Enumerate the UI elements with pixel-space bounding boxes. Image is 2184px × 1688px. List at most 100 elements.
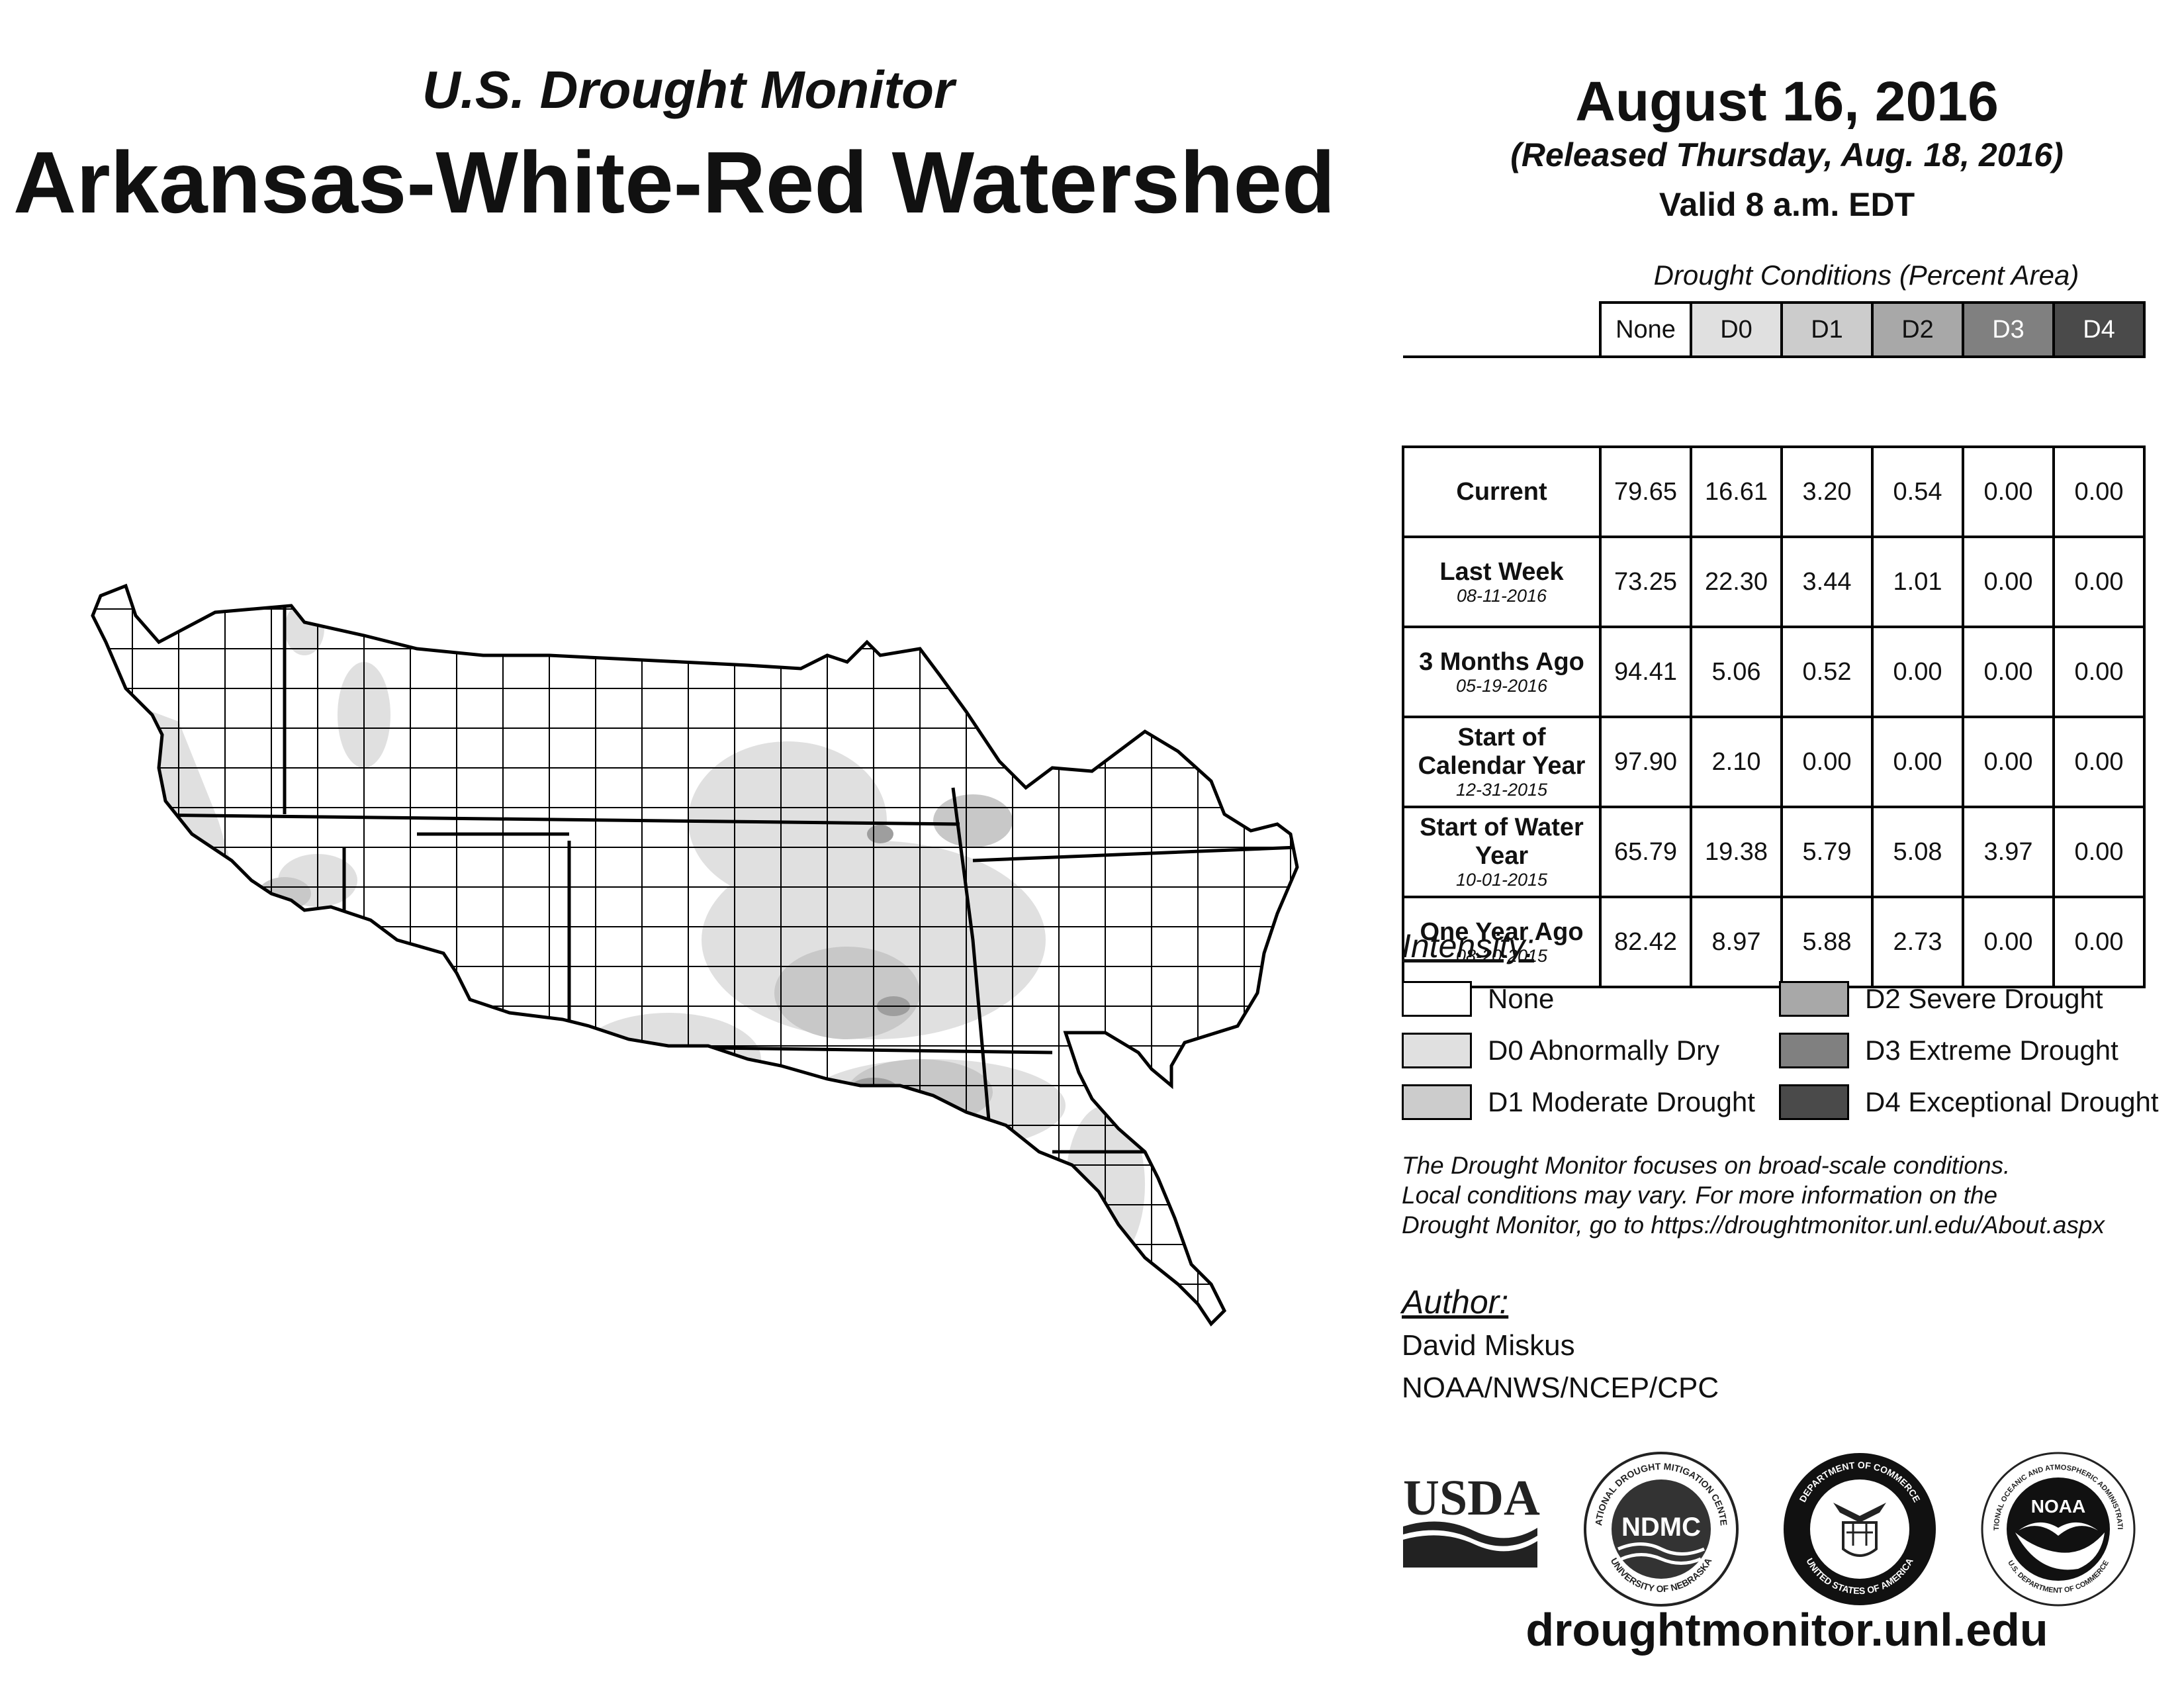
table-cell: 0.00 [2052, 716, 2146, 808]
legend-swatch [1402, 1084, 1472, 1120]
author-name: David Miskus [1402, 1329, 1575, 1362]
note-line: The Drought Monitor focuses on broad-sca… [1402, 1152, 2011, 1179]
map-date: August 16, 2016 [1575, 70, 1999, 132]
disclaimer-note: The Drought Monitor focuses on broad-sca… [1402, 1150, 2183, 1240]
legend-label: D0 Abnormally Dry [1488, 1035, 1720, 1066]
table-cell: 0.00 [1871, 716, 1964, 808]
col-header-d4: D4 [2052, 301, 2146, 358]
legend-swatch [1779, 1084, 1849, 1120]
legend-item-d4: D4 Exceptional Drought [1779, 1084, 2159, 1120]
row-label: Start of Calendar Year 12-31-2015 [1402, 716, 1602, 808]
table-cell: 3.20 [1780, 445, 1874, 538]
legend-label: D4 Exceptional Drought [1865, 1086, 2159, 1117]
table-cell: 0.54 [1871, 445, 1964, 538]
table-cell: 1.01 [1871, 536, 1964, 628]
legend-item-none: None [1402, 981, 1554, 1017]
col-header-d1: D1 [1780, 301, 1874, 358]
author-org: NOAA/NWS/NCEP/CPC [1402, 1372, 1719, 1404]
table-cell: 22.30 [1690, 536, 1783, 628]
table-cell: 0.00 [1962, 896, 2055, 988]
table-cell: 2.73 [1871, 896, 1964, 988]
ndmc-logo-text: NDMC [1621, 1513, 1701, 1542]
row-date: 10-01-2015 [1455, 870, 1548, 890]
legend-swatch [1779, 981, 1849, 1017]
table-cell: 0.00 [1871, 626, 1964, 718]
table-row-start-of-calendar-year: Start of Calendar Year 12-31-2015 97.90 2… [1402, 716, 2146, 808]
row-date: 05-19-2016 [1455, 676, 1548, 696]
map-title: Arkansas-White-Red Watershed [13, 134, 1336, 231]
row-label: 3 Months Ago 05-19-2016 [1402, 626, 1602, 718]
table-cell: 16.61 [1690, 445, 1783, 538]
col-header-d2: D2 [1871, 301, 1964, 358]
table-cell: 73.25 [1599, 536, 1692, 628]
table-cell: 5.08 [1871, 806, 1964, 898]
col-header-none: None [1599, 301, 1692, 358]
table-cell: 0.52 [1780, 626, 1874, 718]
note-line: Drought Monitor, go to https://droughtmo… [1402, 1211, 2105, 1239]
table-cell: 0.00 [1780, 716, 1874, 808]
noaa-logo-text: NOAA [2031, 1496, 2085, 1517]
table-cell: 94.41 [1599, 626, 1692, 718]
table-cell: 0.00 [1962, 536, 2055, 628]
table-cell: 3.97 [1962, 806, 2055, 898]
legend-item-d0: D0 Abnormally Dry [1402, 1033, 1719, 1068]
table-cell: 5.79 [1780, 806, 1874, 898]
table-row-3-months-ago: 3 Months Ago 05-19-2016 94.41 5.06 0.52 0… [1402, 626, 2146, 718]
map-subtitle: U.S. Drought Monitor [422, 60, 955, 119]
table-cell: 0.00 [2052, 806, 2146, 898]
legend-item-d3: D3 Extreme Drought [1779, 1033, 2118, 1068]
table-caption: Drought Conditions (Percent Area) [1653, 259, 2079, 291]
row-label: Start of Water Year 10-01-2015 [1402, 806, 1602, 898]
row-date: 08-20-2015 [1455, 946, 1548, 966]
table-row-start-of-water-year: Start of Water Year 10-01-2015 65.79 19.3… [1402, 806, 2146, 898]
valid-time: Valid 8 a.m. EDT [1659, 186, 1915, 223]
table-row-one-year-ago: One Year Ago 08-20-2015 82.42 8.97 5.88 2… [1402, 896, 2146, 988]
drought-conditions-table: None D0 D1 D2 D3 D4 Current 79.65 16.61 … [1402, 301, 2146, 988]
table-cell: 5.88 [1780, 896, 1874, 988]
table-cell: 0.00 [1962, 716, 2055, 808]
table-cell: 0.00 [2052, 896, 2146, 988]
legend-item-d1: D1 Moderate Drought [1402, 1084, 1755, 1120]
table-cell: 8.97 [1690, 896, 1783, 988]
legend-label: D1 Moderate Drought [1488, 1086, 1755, 1117]
table-row-last-week: Last Week 08-11-2016 73.25 22.30 3.44 1.0… [1402, 536, 2146, 628]
col-header-d0: D0 [1690, 301, 1783, 358]
legend-item-d2: D2 Severe Drought [1779, 981, 2103, 1017]
row-label: One Year Ago 08-20-2015 [1402, 896, 1602, 988]
author-heading: Author: [1402, 1284, 1509, 1321]
usda-logo: USDA [1403, 1470, 1540, 1568]
legend-label: D2 Severe Drought [1865, 983, 2103, 1014]
usda-logo-text: USDA [1403, 1470, 1540, 1526]
table-cell: 65.79 [1599, 806, 1692, 898]
legend-label: D3 Extreme Drought [1865, 1035, 2118, 1066]
department-of-commerce-seal: DEPARTMENT OF COMMERCE UNITED STATES OF … [1784, 1453, 1936, 1605]
table-cell: 97.90 [1599, 716, 1692, 808]
table-cell: 0.00 [2052, 536, 2146, 628]
release-date: (Released Thursday, Aug. 18, 2016) [1510, 136, 2064, 173]
legend-swatch [1402, 1033, 1472, 1068]
table-cell: 5.06 [1690, 626, 1783, 718]
row-label: Last Week 08-11-2016 [1402, 536, 1602, 628]
table-cell: 0.00 [2052, 626, 2146, 718]
table-cell: 3.44 [1780, 536, 1874, 628]
row-label: Current [1402, 445, 1602, 538]
table-cell: 0.00 [1962, 445, 2055, 538]
col-header-d3: D3 [1962, 301, 2055, 358]
table-cell: 82.42 [1599, 896, 1692, 988]
row-date: 12-31-2015 [1455, 780, 1548, 800]
table-corner [1403, 303, 1602, 358]
legend-swatch [1402, 981, 1472, 1017]
legend-swatch [1779, 1033, 1849, 1068]
footer-url[interactable]: droughtmonitor.unl.edu [1525, 1604, 2048, 1656]
table-cell: 79.65 [1599, 445, 1692, 538]
table-cell: 2.10 [1690, 716, 1783, 808]
noaa-logo: NATIONAL OCEANIC AND ATMOSPHERIC ADMINIS… [1979, 1450, 2136, 1607]
watershed-map [86, 569, 1310, 1350]
note-line: Local conditions may vary. For more info… [1402, 1182, 1998, 1209]
table-cell: 0.00 [2052, 445, 2146, 538]
legend-label: None [1488, 983, 1555, 1014]
table-cell: 19.38 [1690, 806, 1783, 898]
table-cell: 0.00 [1962, 626, 2055, 718]
table-row-current: Current 79.65 16.61 3.20 0.54 0.00 0.00 [1402, 445, 2146, 538]
row-date: 08-11-2016 [1456, 586, 1547, 606]
